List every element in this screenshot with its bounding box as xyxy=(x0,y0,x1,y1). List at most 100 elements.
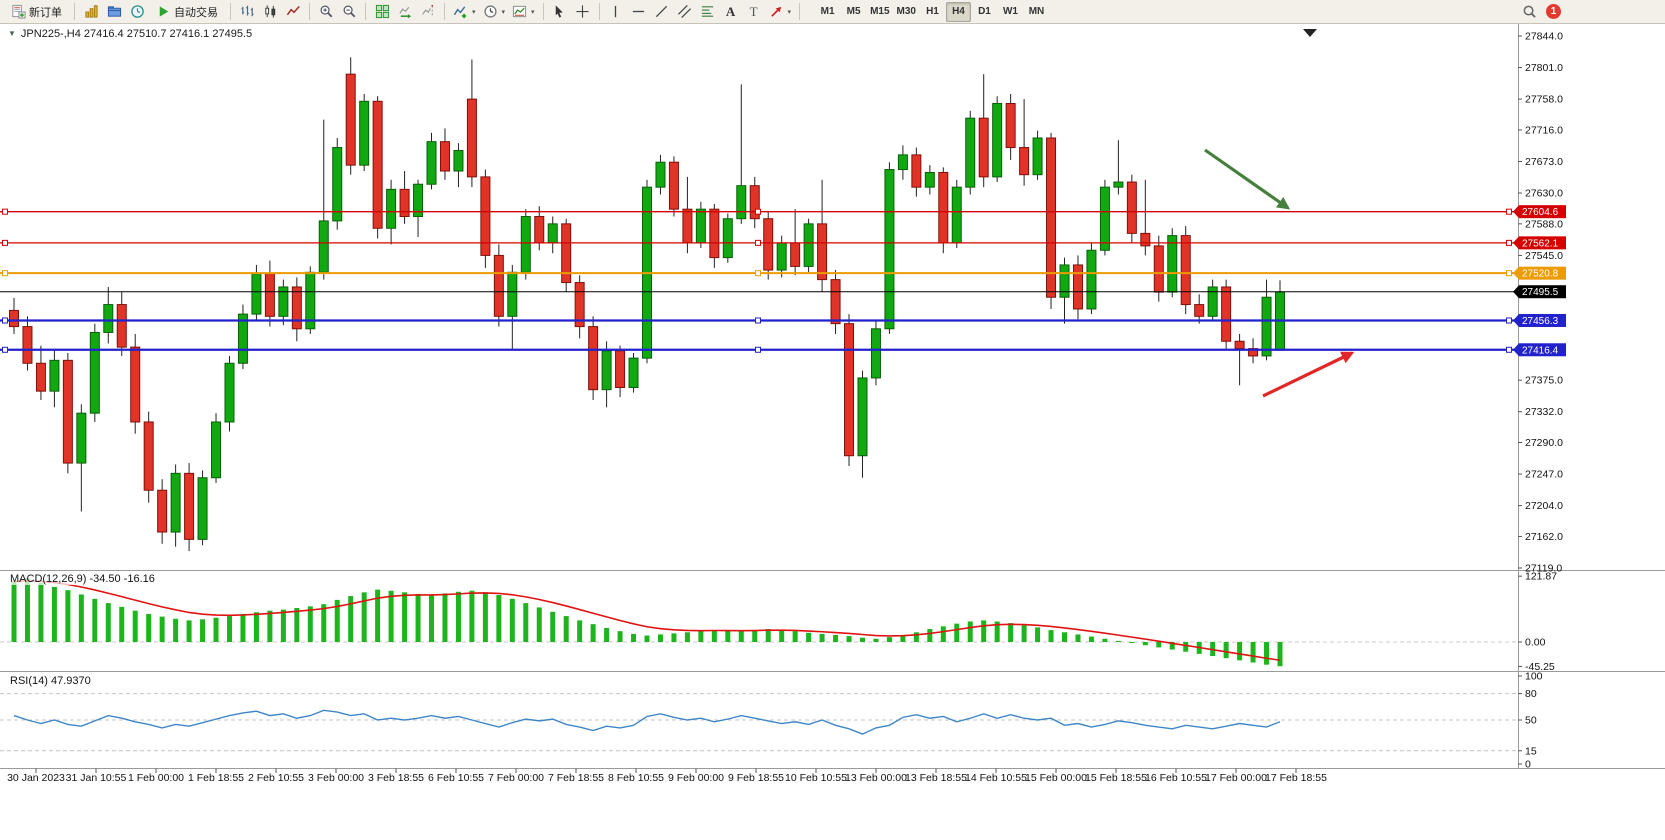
price-axis-label: 27673.0 xyxy=(1525,156,1563,168)
chart-shift-button[interactable] xyxy=(417,2,439,22)
svg-text:121.87: 121.87 xyxy=(1525,571,1557,583)
profiles-icon xyxy=(107,6,121,17)
profiles-button[interactable] xyxy=(103,2,125,22)
price-axis-label: 27588.0 xyxy=(1525,218,1563,230)
svg-text:0: 0 xyxy=(1525,759,1531,771)
cursor-button[interactable] xyxy=(549,2,571,22)
auto-trading-play-icon xyxy=(159,6,169,17)
price-axis-label: 27290.0 xyxy=(1525,437,1563,449)
main-toolbar: 新订单 自动交易 xyxy=(0,0,1665,24)
periods-clock-icon xyxy=(483,5,497,18)
zoom-in-button[interactable] xyxy=(315,2,337,22)
time-axis-label: 9 Feb 18:55 xyxy=(728,772,784,784)
downtrend-arrow xyxy=(1204,148,1291,210)
market-watch-button[interactable] xyxy=(126,2,148,22)
arrows-tool-button[interactable]: ▾ xyxy=(766,2,795,22)
price-axis-label: 27630.0 xyxy=(1525,188,1563,200)
arrow-annotations[interactable] xyxy=(1204,148,1355,398)
price-tag: 27495.5 xyxy=(1522,287,1559,298)
toolbar-separator xyxy=(230,3,231,20)
price-axis-label: 27716.0 xyxy=(1525,124,1563,136)
time-axis-label: 16 Feb 10:55 xyxy=(1145,772,1207,784)
crosshair-button[interactable] xyxy=(572,2,594,22)
vertical-line-icon xyxy=(614,5,617,18)
price-axis-label: 27375.0 xyxy=(1525,375,1563,387)
chart-shift-marker-group[interactable] xyxy=(1303,29,1317,37)
one-click-trading-toggle-icon[interactable]: ▼ xyxy=(8,29,16,38)
horizontal-line-button[interactable] xyxy=(628,2,650,22)
time-axis-label: 8 Feb 10:55 xyxy=(608,772,664,784)
dropdown-caret-icon: ▾ xyxy=(472,8,476,16)
horizontal-line-objects[interactable] xyxy=(0,208,1518,353)
time-axis[interactable]: 30 Jan 2023 31 Jan 10:55 1 Feb 00:00 1 Feb … xyxy=(7,768,1327,785)
uptrend-arrow xyxy=(1262,351,1355,398)
bar-chart-button[interactable] xyxy=(236,2,258,22)
tile-windows-button[interactable] xyxy=(371,2,393,22)
price-axis-label: 27162.0 xyxy=(1525,531,1563,543)
chart-shift-marker[interactable] xyxy=(1303,29,1317,37)
price-axis-label: 27332.0 xyxy=(1525,406,1563,418)
indicators-button[interactable]: ▾ xyxy=(450,2,479,22)
fibonacci-button[interactable] xyxy=(697,2,719,22)
line-chart-icon xyxy=(286,5,300,16)
zoom-out-icon xyxy=(343,5,355,18)
rsi-line xyxy=(13,709,1281,735)
label-tool-button[interactable]: T xyxy=(743,2,765,22)
periods-button[interactable]: ▾ xyxy=(480,2,509,22)
candlestick-chart-button[interactable] xyxy=(259,2,281,22)
label-tool-icon: T xyxy=(749,3,758,19)
equidistant-channel-button[interactable] xyxy=(674,2,696,22)
price-axis-label: 27844.0 xyxy=(1525,31,1563,43)
time-axis-label: 31 Jan 10:55 xyxy=(66,772,127,784)
toolbar-separator xyxy=(542,3,544,20)
svg-text:50: 50 xyxy=(1525,715,1537,727)
line-chart-button[interactable] xyxy=(282,2,304,22)
price-tag: 27456.3 xyxy=(1522,316,1559,327)
timeframe-m15-button[interactable]: M15 xyxy=(867,2,892,22)
search-icon[interactable] xyxy=(1522,4,1537,19)
timeframe-d1-button[interactable]: D1 xyxy=(972,2,997,22)
tile-windows-icon xyxy=(375,4,389,19)
auto-trading-button[interactable]: 自动交易 xyxy=(149,2,225,22)
timeframe-mn-button[interactable]: MN xyxy=(1024,2,1049,22)
price-tag: 27520.8 xyxy=(1522,269,1559,280)
zoom-in-icon xyxy=(320,5,332,18)
time-axis-label: 10 Feb 10:55 xyxy=(785,772,847,784)
text-tool-button[interactable]: A xyxy=(720,2,742,22)
arrows-tool-icon xyxy=(770,6,781,17)
trendline-button[interactable] xyxy=(651,2,673,22)
price-axis-label: 27204.0 xyxy=(1525,500,1563,512)
new-chart-button[interactable] xyxy=(80,2,102,22)
toolbar-separator xyxy=(799,3,801,20)
time-axis-label: 2 Feb 10:55 xyxy=(248,772,304,784)
time-axis-label: 30 Jan 2023 xyxy=(7,772,65,784)
macd-signal xyxy=(13,579,1281,662)
timeframe-h1-button[interactable]: H1 xyxy=(920,2,945,22)
zoom-out-button[interactable] xyxy=(338,2,360,22)
timeframe-w1-button[interactable]: W1 xyxy=(998,2,1023,22)
templates-icon xyxy=(512,5,527,18)
timeframe-m30-button[interactable]: M30 xyxy=(894,2,919,22)
templates-button[interactable]: ▾ xyxy=(509,2,538,22)
auto-trading-label: 自动交易 xyxy=(174,6,218,19)
time-axis-label: 17 Feb 00:00 xyxy=(1205,772,1267,784)
fibonacci-icon xyxy=(701,6,714,17)
chart-canvas[interactable]: 27844.0 27801.0 27758.0 27716.0 27673.0 27630… xyxy=(0,24,1665,840)
timeframe-m1-button[interactable]: M1 xyxy=(815,2,840,22)
auto-scroll-button[interactable] xyxy=(394,2,416,22)
chart-title: ▼ JPN225-,H4 27416.4 27510.7 27416.1 274… xyxy=(8,28,252,40)
timeframe-m5-button[interactable]: M5 xyxy=(841,2,866,22)
time-axis-label: 13 Feb 18:55 xyxy=(905,772,967,784)
market-watch-icon xyxy=(130,5,144,18)
time-axis-label: 3 Feb 18:55 xyxy=(368,772,424,784)
vertical-line-button[interactable] xyxy=(605,2,627,22)
new-order-button[interactable]: 新订单 xyxy=(4,2,69,22)
price-axis[interactable]: 27844.0 27801.0 27758.0 27716.0 27673.0 27630… xyxy=(1518,31,1563,575)
macd-indicator-label: MACD(12,26,9) -34.50 -16.16 xyxy=(8,573,157,585)
timeframe-h4-button[interactable]: H4 xyxy=(945,1,971,22)
chart-window[interactable]: 27844.0 27801.0 27758.0 27716.0 27673.0 27630… xyxy=(0,24,1665,840)
time-axis-label: 15 Feb 00:00 xyxy=(1025,772,1087,784)
text-tool-icon: A xyxy=(725,3,736,19)
notification-badge[interactable]: 1 xyxy=(1546,4,1561,19)
auto-scroll-icon xyxy=(398,6,411,19)
